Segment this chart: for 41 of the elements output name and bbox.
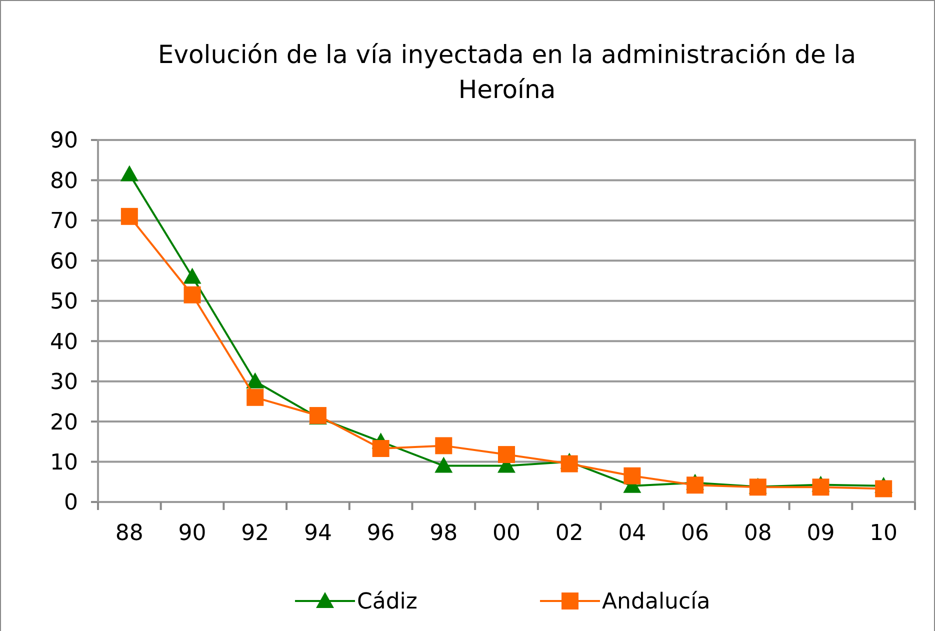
chart-title: Evolución de la vía inyectada en la administración de la Heroína xyxy=(158,40,856,104)
x-tick-label: 94 xyxy=(304,521,332,546)
point xyxy=(498,446,515,464)
point xyxy=(120,165,138,182)
x-tick-label: 98 xyxy=(430,521,458,546)
x-tick-label: 00 xyxy=(492,521,520,546)
point xyxy=(183,268,202,284)
x-tick-label: 90 xyxy=(178,521,206,546)
point xyxy=(875,480,892,498)
x-tick-label: 10 xyxy=(870,521,898,546)
point xyxy=(246,388,264,406)
y-tick-label: 0 xyxy=(64,490,78,516)
y-tick-label: 90 xyxy=(50,128,78,154)
y-tick-label: 50 xyxy=(50,290,78,315)
point xyxy=(372,440,390,458)
point xyxy=(435,437,452,454)
point xyxy=(624,467,641,484)
y-tick-label: 60 xyxy=(50,249,78,274)
point xyxy=(246,372,264,388)
x-tick-label: 96 xyxy=(366,521,395,546)
point xyxy=(120,208,138,225)
legend-label: Cádiz xyxy=(357,590,418,615)
y-tick-label: 10 xyxy=(50,450,78,476)
x-tick-label: 09 xyxy=(806,521,835,546)
x-tick-label: 06 xyxy=(681,521,710,546)
point xyxy=(812,478,830,496)
x-tick-label: 92 xyxy=(241,521,270,546)
legend-label: Andalucía xyxy=(602,590,710,615)
x-tick-label: 08 xyxy=(744,521,772,546)
point xyxy=(184,286,201,304)
y-tick-label: 30 xyxy=(50,370,78,396)
y-tick-label: 70 xyxy=(50,209,78,234)
y-tick-label: 80 xyxy=(50,168,78,194)
point xyxy=(434,456,453,473)
point xyxy=(560,455,578,472)
x-tick-label: 88 xyxy=(115,521,144,546)
y-tick-label: 40 xyxy=(50,330,78,355)
y-tick-label: 20 xyxy=(50,410,78,436)
x-tick-label: 04 xyxy=(618,521,646,546)
x-tick-label: 02 xyxy=(555,521,584,546)
point xyxy=(686,476,704,494)
